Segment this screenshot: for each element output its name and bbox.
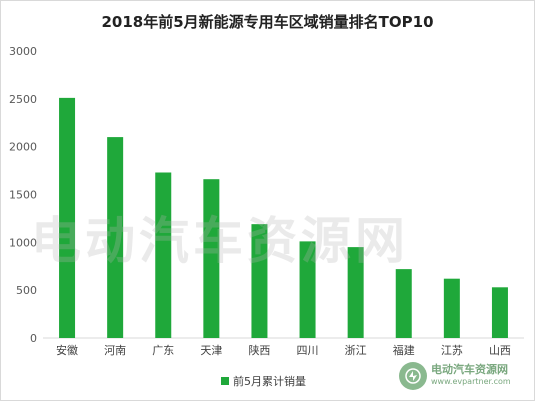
x-tick-label: 福建 (393, 343, 415, 357)
bar (491, 287, 508, 338)
legend: 前5月累计销量 (221, 373, 306, 389)
x-tick-label: 陕西 (248, 343, 270, 357)
watermark: 电动汽车资源网 (31, 212, 409, 270)
y-tick-label: 0 (30, 332, 37, 345)
logo-name: 电动汽车资源网 (431, 363, 508, 376)
y-tick-label: 500 (16, 284, 37, 297)
bar (203, 179, 220, 338)
logo-icon (399, 362, 427, 390)
legend-label: 前5月累计销量 (233, 375, 306, 388)
bar (107, 137, 124, 338)
y-tick-label: 2500 (9, 93, 37, 106)
logo-url: www.evpartner.com (431, 377, 511, 386)
bar (251, 224, 268, 338)
x-tick-label: 山西 (489, 344, 511, 357)
bar (59, 97, 76, 338)
bar (443, 278, 460, 338)
x-tick-label: 安徽 (56, 343, 78, 357)
bar (395, 269, 412, 338)
y-tick-label: 1500 (9, 189, 37, 202)
chart-title: 2018年前5月新能源专用车区域销量排名TOP10 (101, 13, 434, 31)
site-logo: 电动汽车资源网 www.evpartner.com (399, 362, 511, 390)
bar (347, 247, 364, 338)
x-tick-label: 广东 (152, 344, 174, 357)
x-tick-label: 河南 (104, 344, 126, 357)
x-tick-label: 四川 (297, 344, 319, 357)
x-tick-label: 天津 (200, 344, 222, 357)
bar (155, 172, 172, 338)
x-tick-label: 江苏 (441, 344, 463, 357)
bar (299, 241, 316, 338)
x-tick-label: 浙江 (345, 344, 367, 357)
y-tick-label: 3000 (9, 45, 37, 58)
y-tick-label: 2000 (9, 141, 37, 154)
legend-swatch (221, 377, 229, 385)
y-tick-label: 1000 (9, 236, 37, 249)
